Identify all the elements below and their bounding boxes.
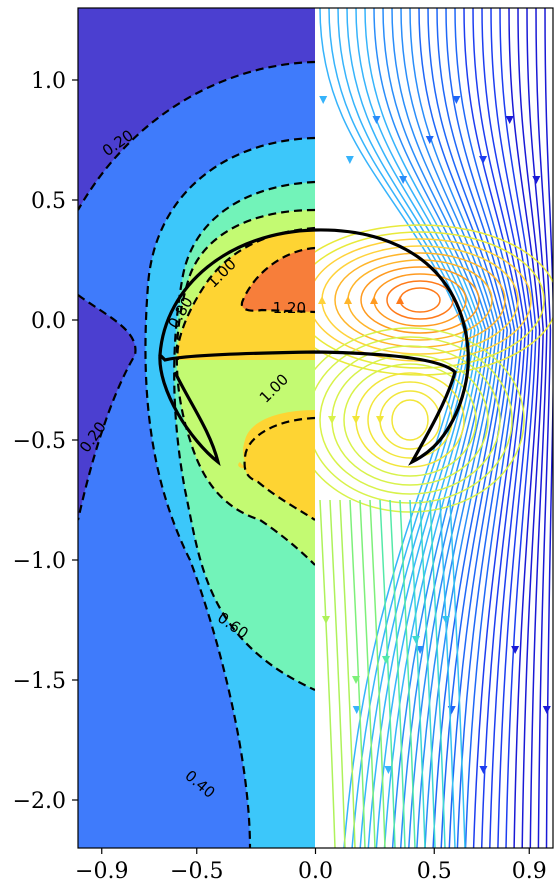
streamline-arrow	[542, 706, 551, 714]
streamline	[349, 499, 366, 848]
streamline	[472, 8, 526, 848]
streamline	[391, 399, 429, 441]
contour-fill-above-1.2	[241, 248, 315, 312]
isoline-0.4	[144, 136, 315, 848]
streamline	[382, 8, 490, 848]
contour-lines	[78, 60, 315, 848]
streamline	[355, 8, 480, 848]
streamline	[369, 499, 386, 848]
streamline	[454, 8, 519, 848]
streamline-arrow	[352, 416, 360, 424]
streamline-arrow	[318, 296, 326, 304]
streamlines	[315, 8, 553, 848]
y-tick-label: 0.5	[31, 189, 66, 214]
streamline	[429, 499, 446, 848]
streamline	[360, 266, 480, 334]
streamline-arrow	[396, 296, 404, 304]
streamline	[339, 499, 356, 848]
streamline-arrow	[399, 176, 408, 184]
x-tick-label: 0.0	[298, 859, 333, 884]
streamline-arrow	[382, 656, 390, 664]
streamline-arrow	[532, 176, 541, 184]
streamline-arrow	[352, 676, 360, 684]
bubble-interface	[158, 228, 470, 467]
y-tick-label: −1.0	[13, 549, 66, 574]
streamline-arrow	[370, 296, 378, 304]
streamline-arrow	[345, 156, 354, 164]
x-tick-label: 0.9	[512, 859, 547, 884]
y-tick-label: 0.0	[31, 309, 66, 334]
isoline-1.2	[240, 246, 315, 314]
streamline	[319, 345, 501, 495]
streamline-arrow	[511, 646, 520, 654]
streamline	[449, 499, 466, 848]
x-tick-label: −0.5	[170, 859, 223, 884]
streamline	[315, 231, 545, 369]
streamline	[329, 499, 346, 848]
y-tick-label: 1.0	[31, 69, 66, 94]
y-tick-label: −0.5	[13, 429, 66, 454]
streamline	[343, 363, 477, 477]
streamline-arrow	[425, 136, 434, 144]
streamline	[445, 8, 516, 848]
streamline	[359, 499, 376, 848]
streamline	[364, 8, 483, 848]
y-tick-label: −1.5	[13, 669, 66, 694]
streamline	[386, 280, 454, 320]
streamline	[389, 499, 406, 848]
isoline-0.2-outer	[78, 60, 315, 211]
y-axis-ticks: 1.0 0.5 0.0 −0.5 −1.0 −1.5 −2.0	[13, 69, 78, 814]
streamline-arrow	[384, 766, 393, 774]
streamline	[328, 8, 469, 848]
bubble-interface-lower	[158, 354, 221, 467]
streamline-arrow	[328, 416, 336, 424]
streamline	[499, 8, 537, 848]
streamline-arrow	[452, 96, 461, 104]
streamline-arrow	[322, 616, 330, 624]
streamline	[399, 499, 416, 848]
streamline	[427, 8, 508, 848]
contour-fill-1.0-1.2-lower-lobe	[244, 418, 315, 520]
streamline	[439, 499, 456, 848]
streamline	[508, 8, 541, 848]
streamline	[517, 8, 544, 848]
bubble-interface-upper	[158, 228, 470, 466]
streamline-arrow	[442, 616, 450, 624]
streamline-arrow	[479, 766, 488, 774]
isoline-0.2-lower	[78, 294, 137, 521]
streamline	[315, 224, 553, 376]
x-tick-label: 0.5	[417, 859, 452, 884]
x-axis-ticks: −0.9 −0.5 0.0 0.5 0.9	[75, 848, 547, 884]
isoline-0.6	[173, 180, 315, 692]
contour-label: 1.20	[273, 299, 306, 317]
streamline-arrow	[505, 116, 514, 124]
streamline	[418, 8, 505, 848]
streamline	[419, 499, 436, 848]
streamline	[526, 8, 548, 848]
streamline	[490, 8, 534, 848]
streamline	[319, 499, 336, 848]
streamline-arrow	[416, 646, 425, 654]
streamline	[409, 8, 501, 848]
streamline	[535, 8, 552, 848]
streamline	[463, 8, 523, 848]
streamline-arrow	[352, 706, 361, 714]
streamline	[409, 499, 426, 848]
streamline-arrow	[412, 636, 420, 644]
streamline-arrow	[319, 96, 328, 104]
streamline-arrow	[344, 296, 352, 304]
streamline-arrow	[372, 116, 381, 124]
streamline-arrow	[376, 416, 384, 424]
y-tick-label: −2.0	[13, 789, 66, 814]
streamline	[544, 8, 553, 848]
x-tick-label: −0.9	[75, 859, 128, 884]
streamline-arrow	[479, 156, 488, 164]
